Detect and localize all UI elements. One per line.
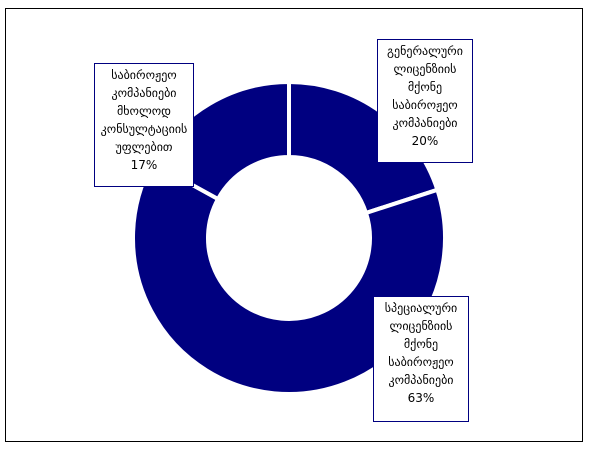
slice-general-license bbox=[287, 79, 440, 216]
slice-label-consultation-only: საბიროჟეო კომპანიები მხოლოდ კონსულტაციის… bbox=[94, 63, 194, 187]
slice-label-special-license: სპეციალური ლიცენზიის მქონე საბიროჟეო კომ… bbox=[373, 296, 469, 422]
slice-label-general-license: გენერალური ლიცენზიის მქონე საბიროჟეო კომ… bbox=[377, 39, 473, 163]
